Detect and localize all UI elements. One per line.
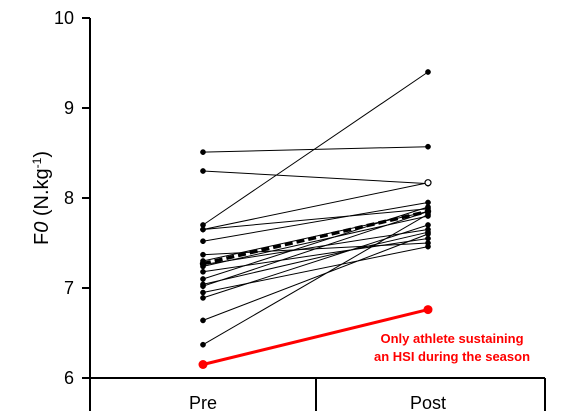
athlete-line <box>202 238 429 273</box>
athlete-line <box>202 231 429 285</box>
athlete-point <box>425 69 431 75</box>
highlight-point <box>198 360 208 369</box>
mean-point <box>199 260 207 267</box>
athlete-point <box>200 149 206 155</box>
highlight-layer <box>198 305 433 369</box>
y-axis-title-sup: -1 <box>30 157 44 168</box>
mean-point <box>424 208 432 215</box>
athlete-line <box>202 170 429 185</box>
athlete-line <box>202 146 429 153</box>
athlete-point <box>425 222 431 228</box>
athlete-point <box>200 251 206 258</box>
athlete-point <box>425 243 431 250</box>
y-tick-label: 6 <box>64 368 74 388</box>
y-tick-label: 9 <box>64 98 74 118</box>
athlete-point <box>200 276 206 282</box>
athlete-point <box>200 295 206 301</box>
athlete-point <box>200 289 206 296</box>
athlete-line <box>202 71 429 226</box>
athlete-line <box>202 233 429 321</box>
athlete-line <box>202 229 429 266</box>
highlight-point <box>423 305 433 315</box>
x-category-label: Post <box>410 393 446 413</box>
y-ticks: 6 7 8 9 10 <box>54 8 90 388</box>
athlete-line <box>202 211 429 287</box>
athlete-line <box>202 213 429 346</box>
x-labels: Pre Post <box>189 393 446 413</box>
y-axis-title-italic: 0 <box>31 222 53 233</box>
athlete-line <box>202 224 429 299</box>
y-tick-label: 10 <box>54 8 74 28</box>
athlete-point <box>200 283 206 290</box>
series-layer <box>200 69 432 348</box>
annotation-line-1: Only athlete sustaining <box>380 331 523 346</box>
athlete-line <box>202 208 429 230</box>
athlete-point <box>425 143 431 150</box>
athlete-point <box>200 238 206 245</box>
y-axis-title-close: ) <box>31 151 53 158</box>
athlete-point <box>200 268 206 275</box>
athlete-point <box>200 317 206 324</box>
x-category-label: Pre <box>189 393 217 413</box>
athlete-point <box>200 341 206 348</box>
y-tick-label: 7 <box>64 278 74 298</box>
athlete-point <box>200 168 206 174</box>
highlight-line <box>202 308 429 366</box>
annotation-line-2: an HSI during the season <box>374 349 530 364</box>
y-axis-title: F0 (N.kg-1) <box>30 151 53 245</box>
athlete-line <box>202 246 429 293</box>
y-axis-title-main: F <box>31 233 53 245</box>
athlete-point <box>424 179 432 187</box>
y-axis-title-unit: (N.kg <box>31 168 53 221</box>
mean-line <box>202 209 429 266</box>
athlete-line <box>202 202 429 242</box>
y-tick-label: 8 <box>64 188 74 208</box>
athlete-point <box>200 226 206 233</box>
axes <box>89 18 546 411</box>
athlete-line <box>202 215 429 267</box>
mean-layer <box>199 208 432 267</box>
athlete-point <box>425 231 431 237</box>
athlete-line <box>202 182 429 230</box>
